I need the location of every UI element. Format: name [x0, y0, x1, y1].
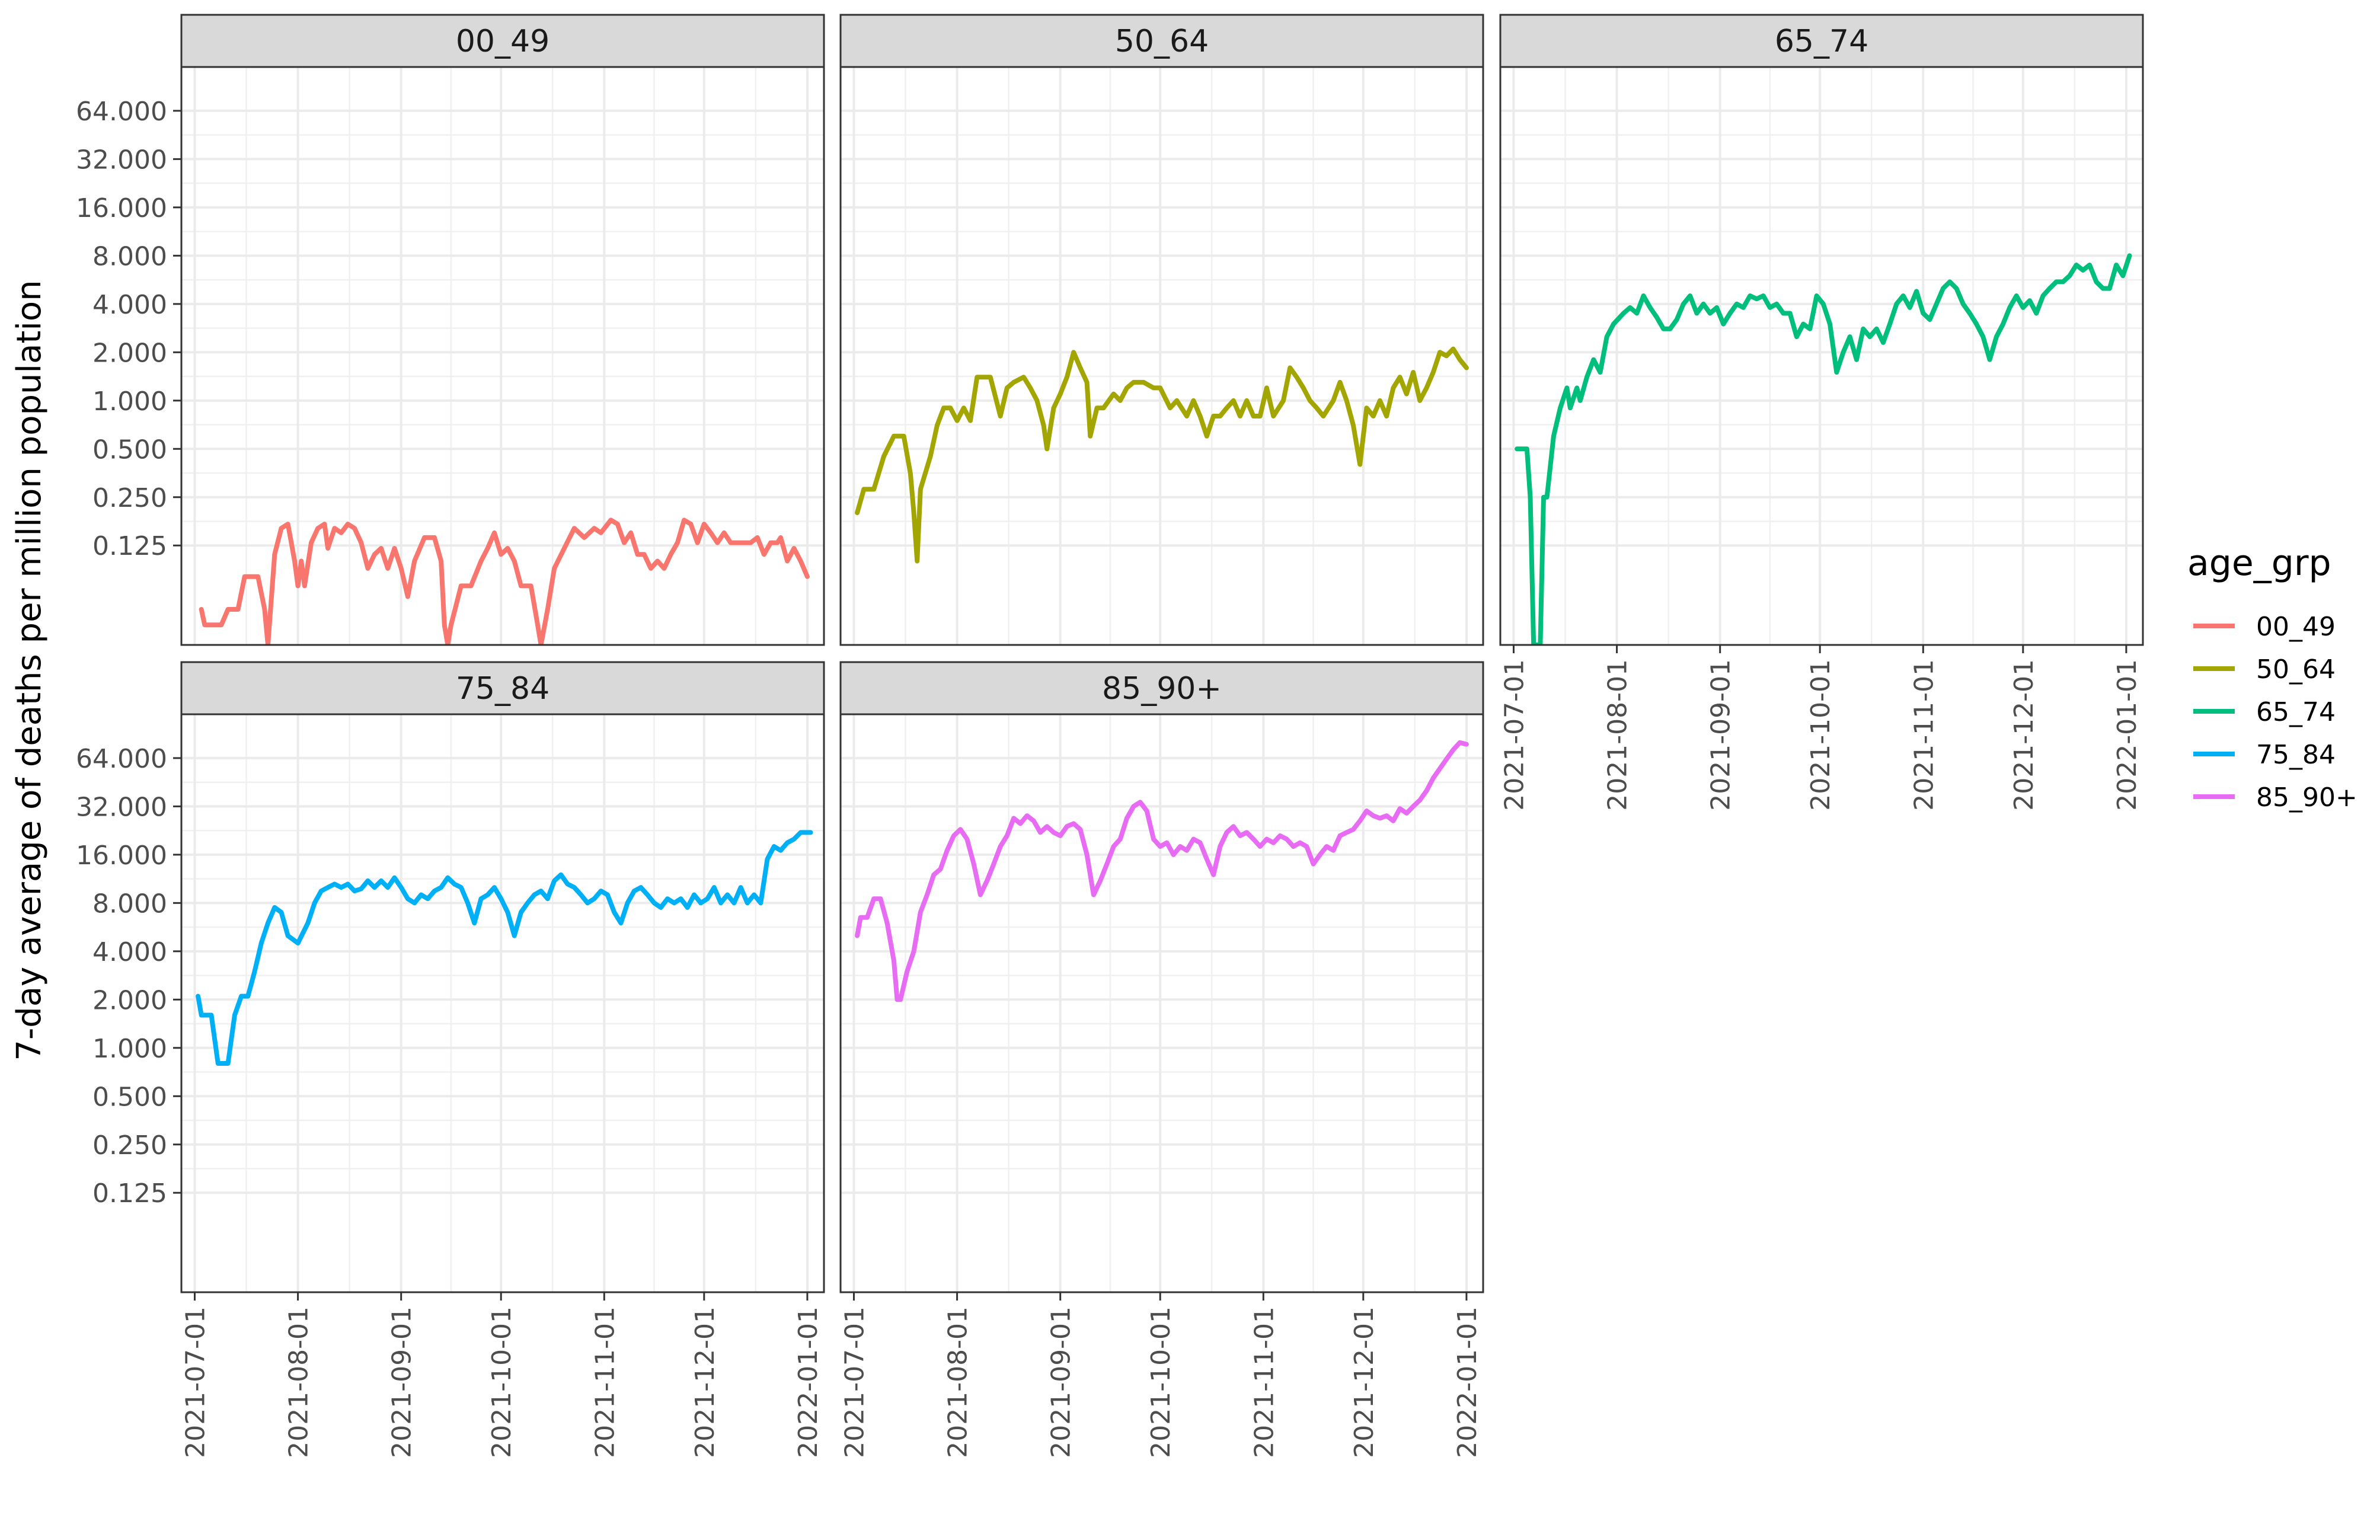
- y-tick-label: 4.000: [92, 937, 167, 967]
- x-tick-label: 2022-01-01: [2112, 659, 2142, 811]
- x-tick-label: 2021-08-01: [284, 1306, 314, 1458]
- x-tick-label: 2021-11-01: [1909, 659, 1939, 811]
- x-tick-label: 2021-08-01: [1603, 659, 1633, 811]
- series-line-75_84: [196, 830, 813, 1066]
- x-tick-label: 2021-11-01: [1249, 1306, 1279, 1458]
- y-tick-label: 8.000: [92, 241, 167, 271]
- x-tick-label: 2021-07-01: [180, 1306, 210, 1458]
- x-tick-label: 2021-10-01: [487, 1306, 517, 1458]
- facet-panel-00_49: 00_49 0.125 0.250 0.500 1.000 2.000 4.000 8.000…: [76, 14, 825, 646]
- y-tick-label: 0.125: [92, 1178, 167, 1209]
- series-line-85_90+: [855, 740, 1469, 1002]
- facet-strip: [180, 661, 825, 715]
- facet-strip: [180, 14, 825, 68]
- legend-item-75_84: 75_84: [2193, 740, 2336, 770]
- x-tick-label: 2022-01-01: [793, 1306, 823, 1458]
- y-tick-label: 2.000: [92, 985, 167, 1015]
- panel-background: [1500, 67, 2143, 645]
- facet-strip: [839, 14, 1484, 68]
- panel-background: [841, 714, 1483, 1292]
- facet-panel-85_90+: 85_90+ 2021-07-01 2021-08-01 2021-09-01 2021…: [839, 661, 1484, 1458]
- facet-strip-label: 50_64: [1115, 24, 1209, 59]
- x-tick-label: 2021-10-01: [1146, 1306, 1176, 1458]
- y-tick-label: 16.000: [76, 841, 167, 871]
- panel-background: [841, 67, 1483, 645]
- y-tick-label: 0.125: [92, 531, 167, 561]
- x-tick-label: 2021-07-01: [1499, 659, 1529, 811]
- y-tick-label: 8.000: [92, 889, 167, 919]
- legend-keys: 00_49 50_64 65_74 75_84 85_90+: [2193, 612, 2357, 813]
- legend-item-50_64: 50_64: [2193, 654, 2336, 685]
- x-tick-label: 2021-12-01: [2009, 659, 2039, 811]
- legend-item-85_90+: 85_90+: [2193, 782, 2357, 813]
- x-tick-label: 2021-09-01: [1706, 659, 1736, 811]
- y-tick-label: 0.250: [92, 483, 167, 513]
- y-tick-label: 32.000: [76, 145, 167, 175]
- y-tick-label: 0.250: [92, 1130, 167, 1161]
- legend-key-label: 85_90+: [2256, 782, 2357, 813]
- legend-key-label: 75_84: [2256, 740, 2336, 770]
- facet-panel-65_74: 65_74 2021-07-01 2021-08-01 2021-09-01 2021-…: [1499, 14, 2144, 811]
- legend: age_grp 00_49 50_64 65_74 75_84 85_90+: [2187, 542, 2357, 813]
- facet-strip-label: 65_74: [1775, 24, 1868, 59]
- y-tick-label: 64.000: [76, 97, 167, 127]
- facet-strip-label: 00_49: [456, 24, 550, 59]
- y-tick-label: 2.000: [92, 338, 167, 368]
- legend-title: age_grp: [2187, 542, 2331, 584]
- y-tick-label: 1.000: [92, 1034, 167, 1064]
- legend-key-label: 65_74: [2256, 697, 2336, 727]
- y-tick-label: 16.000: [76, 193, 167, 223]
- y-axis-title: 7-day average of deaths per million popu…: [10, 280, 49, 1060]
- x-tick-label: 2021-07-01: [839, 1306, 870, 1458]
- facet-strip: [839, 661, 1484, 715]
- legend-key-label: 50_64: [2256, 654, 2336, 685]
- x-tick-label: 2021-08-01: [943, 1306, 973, 1458]
- series-line-00_49: [199, 517, 810, 645]
- y-tick-label: 0.500: [92, 1082, 167, 1112]
- y-tick-label: 32.000: [76, 792, 167, 822]
- y-tick-label: 64.000: [76, 744, 167, 774]
- facet-panel-75_84: 75_84 0.125 0.250 0.500 1.000 2.000 4.000 8.000…: [76, 661, 825, 1458]
- legend-item-65_74: 65_74: [2193, 697, 2336, 727]
- facet-strip-label: 85_90+: [1102, 671, 1222, 707]
- y-tick-label: 1.000: [92, 386, 167, 417]
- y-tick-label: 0.500: [92, 434, 167, 465]
- series-line-50_64: [855, 346, 1469, 564]
- x-tick-label: 2022-01-01: [1452, 1306, 1483, 1458]
- facet-strip-label: 75_84: [456, 671, 550, 707]
- facet-panels: 00_49 0.125 0.250 0.500 1.000 2.000 4.000 8.000…: [76, 14, 2144, 1458]
- legend-item-00_49: 00_49: [2193, 612, 2336, 642]
- x-tick-label: 2021-09-01: [387, 1306, 417, 1458]
- facet-panel-50_64: 50_64: [839, 14, 1484, 646]
- legend-key-label: 00_49: [2256, 612, 2336, 642]
- panel-background: [181, 714, 824, 1292]
- x-tick-label: 2021-11-01: [590, 1306, 620, 1458]
- x-tick-label: 2021-12-01: [690, 1306, 720, 1458]
- x-tick-label: 2021-10-01: [1806, 659, 1836, 811]
- x-tick-label: 2021-12-01: [1349, 1306, 1379, 1458]
- panel-background: [181, 67, 824, 645]
- series-line-65_74: [1515, 253, 2132, 645]
- x-tick-label: 2021-09-01: [1046, 1306, 1076, 1458]
- y-tick-label: 4.000: [92, 290, 167, 320]
- facet-strip: [1499, 14, 2144, 68]
